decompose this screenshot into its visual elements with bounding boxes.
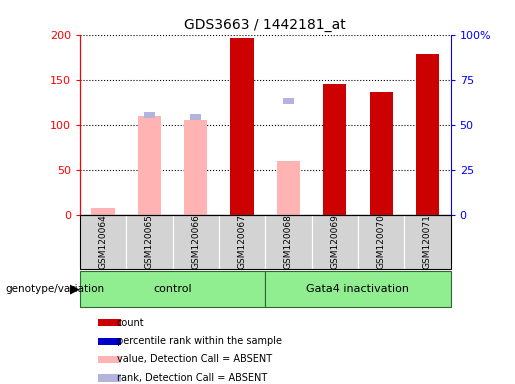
Bar [138, 116, 161, 215]
Bar [358, 215, 404, 269]
Bar [98, 338, 121, 345]
Bar [80, 271, 265, 307]
Bar [416, 55, 439, 215]
Bar [98, 374, 121, 382]
Text: genotype/variation: genotype/variation [5, 284, 104, 294]
Bar [265, 215, 312, 269]
Text: percentile rank within the sample: percentile rank within the sample [117, 336, 282, 346]
Bar [144, 112, 155, 119]
Bar [184, 120, 207, 215]
Text: GSM120068: GSM120068 [284, 215, 293, 269]
Text: control: control [153, 284, 192, 294]
Bar [369, 0, 392, 7]
Bar [323, 0, 346, 1]
Bar [277, 161, 300, 215]
Bar [98, 356, 121, 363]
Bar [219, 215, 265, 269]
Text: GSM120071: GSM120071 [423, 215, 432, 269]
Bar [126, 215, 173, 269]
Bar [92, 208, 114, 215]
Bar [80, 215, 126, 269]
Bar [265, 271, 451, 307]
Bar [312, 215, 358, 269]
Bar [190, 114, 201, 120]
Text: count: count [117, 318, 145, 328]
Text: GSM120069: GSM120069 [330, 215, 339, 269]
Bar [98, 319, 121, 326]
Bar [369, 92, 392, 215]
Text: rank, Detection Call = ABSENT: rank, Detection Call = ABSENT [117, 373, 267, 383]
Text: value, Detection Call = ABSENT: value, Detection Call = ABSENT [117, 354, 272, 364]
Bar [231, 38, 253, 215]
Title: GDS3663 / 1442181_at: GDS3663 / 1442181_at [184, 18, 346, 32]
Bar [404, 215, 451, 269]
Bar [173, 215, 219, 269]
Text: GSM120070: GSM120070 [376, 215, 386, 269]
Text: GSM120065: GSM120065 [145, 215, 154, 269]
Text: ▶: ▶ [70, 283, 79, 295]
Bar [323, 84, 346, 215]
Text: GSM120066: GSM120066 [191, 215, 200, 269]
Text: GSM120064: GSM120064 [98, 215, 108, 269]
Bar [283, 98, 294, 104]
Text: GSM120067: GSM120067 [237, 215, 247, 269]
Text: Gata4 inactivation: Gata4 inactivation [306, 284, 409, 294]
